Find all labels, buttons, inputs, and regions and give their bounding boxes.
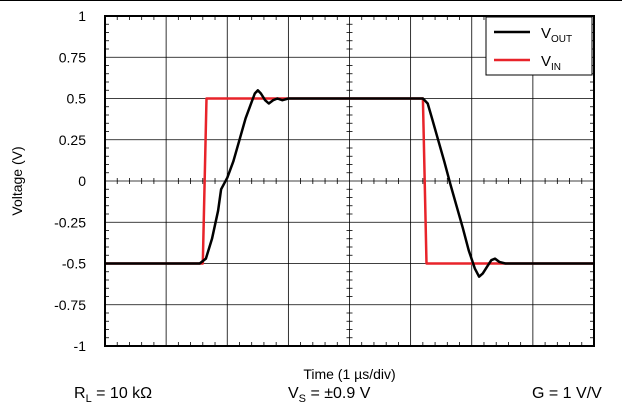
y-tick-label: -0.75 <box>54 297 86 313</box>
y-tick-label: 0 <box>78 173 86 189</box>
condition-gain: G = 1 V/V <box>532 385 602 403</box>
y-tick-label: 1 <box>78 8 86 24</box>
legend-label-vout-main: V <box>541 25 551 42</box>
y-tick-label: 0.25 <box>59 132 86 148</box>
condition-vs-value: = ±0.9 V <box>306 385 370 402</box>
y-tick-label: 0.75 <box>59 49 86 65</box>
condition-vs: VS = ±0.9 V <box>288 385 370 405</box>
y-tick-label: -0.25 <box>54 214 86 230</box>
legend-label-vin-sub: IN <box>551 62 561 73</box>
y-tick-label: 0.5 <box>67 91 87 107</box>
y-tick-labels: 1 0.75 0.5 0.25 0 -0.25 -0.5 -0.75 -1 <box>54 8 86 354</box>
y-tick-label: -1 <box>74 338 87 354</box>
condition-gain-value: G = 1 V/V <box>532 385 602 402</box>
legend-label-vin-main: V <box>541 53 551 70</box>
condition-rl-main: R <box>74 385 86 402</box>
y-tick-label: -0.5 <box>62 256 86 272</box>
legend-box <box>486 17 592 75</box>
legend: VOUT VIN <box>486 17 592 75</box>
legend-label-vout-sub: OUT <box>551 34 572 45</box>
condition-rl: RL = 10 kΩ <box>74 385 152 405</box>
condition-rl-value: = 10 kΩ <box>92 385 152 402</box>
x-axis-label: Time (1 µs/div) <box>303 366 395 382</box>
y-axis-label: Voltage (V) <box>9 146 25 215</box>
condition-vs-sub: S <box>299 393 306 405</box>
condition-vs-main: V <box>288 385 299 402</box>
